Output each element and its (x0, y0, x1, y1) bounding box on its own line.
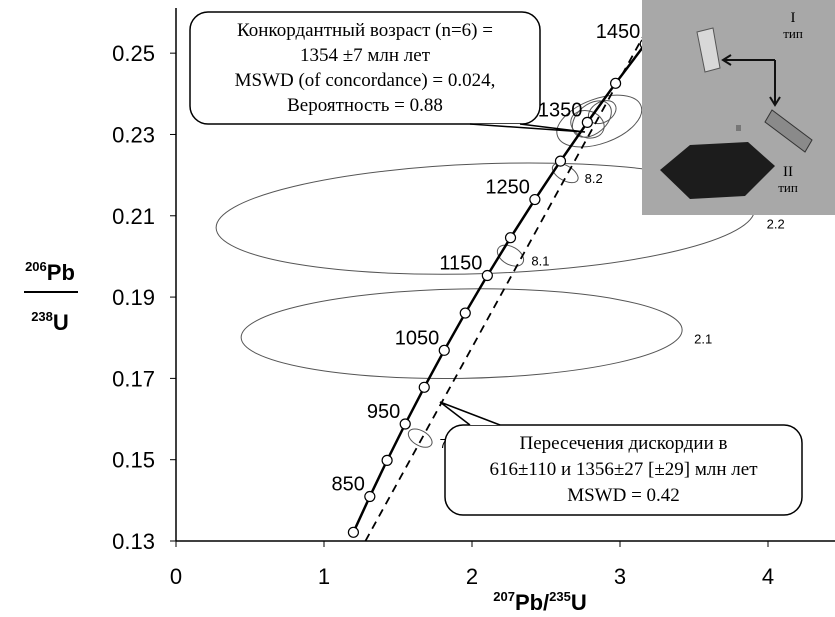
inset-label: тип (783, 26, 803, 41)
annotation-pointer (439, 401, 501, 426)
error-ellipse (556, 94, 643, 148)
crystal-type-2 (660, 142, 775, 199)
arrows (721, 54, 781, 107)
y-axis-label-denominator: 238U (31, 309, 69, 335)
error-ellipse (571, 100, 612, 138)
y-tick-label: 0.13 (112, 529, 155, 554)
age-marker (418, 381, 430, 393)
age-marker (609, 77, 622, 89)
annotation-line: MSWD (of concordance) = 0.024, (235, 70, 496, 91)
x-tick-label: 4 (762, 564, 774, 589)
inset-label: тип (778, 180, 798, 195)
annotation-line: Конкордантный возраст (n=6) = (237, 20, 493, 41)
age-marker (504, 232, 517, 244)
annotation-line: Вероятность = 0.88 (287, 95, 443, 116)
crystal-type-1b (764, 109, 813, 153)
x-tick-label: 3 (614, 564, 626, 589)
annotation-pointer (469, 123, 586, 133)
label-text: U (571, 590, 587, 615)
age-label: 850 (331, 474, 364, 496)
annotation-line: 1354 ±7 млн лет (300, 45, 431, 66)
age-marker (581, 116, 593, 128)
x-axis-label: 207Pb/235U (493, 589, 587, 615)
age-marker (364, 490, 376, 503)
age-label: 950 (367, 401, 400, 423)
y-tick-label: 0.21 (112, 204, 155, 229)
age-marker (399, 418, 411, 430)
annotation-box (444, 424, 803, 516)
annotation-line: Пересечения дискордии в (519, 433, 727, 454)
y-axis-label-numerator: 206Pb (25, 259, 75, 285)
label-superscript: 207 (493, 589, 515, 604)
ellipse-label: 8.2 (585, 171, 603, 186)
x-tick-label: 0 (170, 564, 182, 589)
crystal-fragment (736, 125, 741, 131)
ellipse-label: 2.2 (767, 217, 785, 232)
error-ellipse (570, 109, 605, 139)
error-ellipse (407, 428, 433, 448)
y-tick-label: 0.19 (112, 285, 155, 310)
photo-inset (642, 0, 835, 215)
ellipse-label: 8.1 (531, 254, 549, 269)
label-text: Pb (47, 260, 75, 285)
error-ellipse (551, 163, 579, 184)
label-superscript: 235 (549, 589, 571, 604)
age-label: 1450 (596, 21, 641, 43)
annotation-line: 616±110 и 1356±27 [±29] млн лет (489, 459, 758, 480)
age-marker (481, 269, 493, 282)
x-tick-label: 1 (318, 564, 330, 589)
x-tick-label: 2 (466, 564, 478, 589)
age-label: 1050 (395, 327, 440, 349)
age-marker (347, 526, 360, 538)
error-ellipse (240, 288, 683, 380)
concordia-line (352, 43, 647, 533)
y-tick-label: 0.15 (112, 448, 155, 473)
label-text: Pb/ (515, 590, 549, 615)
age-marker (438, 344, 450, 356)
annotation-box (189, 11, 541, 125)
age-marker (554, 155, 567, 167)
age-marker (381, 454, 393, 466)
label-superscript: 206 (25, 259, 47, 274)
age-marker (529, 193, 541, 206)
age-marker (459, 307, 471, 319)
inset-label: I (791, 10, 796, 26)
crystal-type-1 (696, 27, 721, 73)
label-text: U (53, 310, 69, 335)
discordia-line (364, 32, 646, 542)
y-tick-label: 0.23 (112, 122, 155, 147)
error-ellipse (496, 244, 525, 267)
annotation-line: MSWD = 0.42 (567, 485, 680, 506)
label-superscript: 238 (31, 309, 53, 324)
y-tick-label: 0.17 (112, 366, 155, 391)
age-label: 1350 (538, 99, 583, 121)
age-label: 1250 (485, 177, 530, 199)
age-label: 1150 (439, 253, 482, 275)
inset-label: II (783, 164, 793, 180)
ellipse-label: 2.1 (694, 332, 712, 347)
y-tick-label: 0.25 (112, 41, 155, 66)
